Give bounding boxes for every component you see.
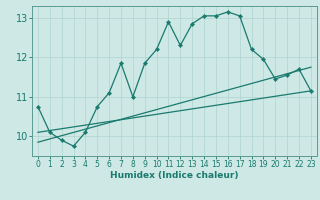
X-axis label: Humidex (Indice chaleur): Humidex (Indice chaleur) [110, 171, 239, 180]
